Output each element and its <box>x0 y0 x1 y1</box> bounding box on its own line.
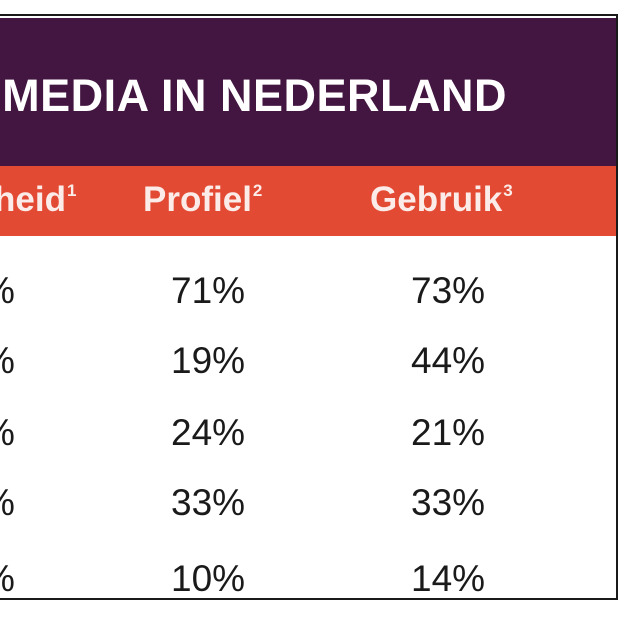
table-cell-gebruik: 21% <box>411 412 486 453</box>
column-header-gebruik: Gebruik3 <box>370 180 513 220</box>
table-cell-profiel: 24% <box>171 412 246 453</box>
table-row: % 33% 33% <box>0 482 616 552</box>
table-cell-col1: % <box>0 482 15 524</box>
table-cell-col1: % <box>0 558 15 598</box>
table-cell-col1: % <box>0 340 15 382</box>
table-cell-gebruik: 33% <box>411 482 486 523</box>
footnote-marker: 2 <box>252 181 263 200</box>
table-cell-profiel: 33% <box>171 482 246 523</box>
table-cell-gebruik: 73% <box>411 270 486 311</box>
table-title: L MEDIA IN NEDERLAND <box>0 70 508 121</box>
table-row: % 24% 21% <box>0 412 616 482</box>
table-cell-col1: % <box>0 412 15 454</box>
table-cell-gebruik: 14% <box>411 558 486 599</box>
table-cell-profiel: 71% <box>171 270 246 311</box>
table-row: % 19% 44% <box>0 340 616 410</box>
table-cell-col1: % <box>0 270 15 312</box>
table-row: % 71% 73% <box>0 270 616 340</box>
table-row: % 10% 14% <box>0 558 616 599</box>
column-header-col1: heid1 <box>0 180 76 220</box>
footnote-marker: 1 <box>66 181 77 200</box>
table-header-row: heid1 Profiel2 Gebruik3 <box>0 166 616 236</box>
table-frame: L MEDIA IN NEDERLAND heid1 Profiel2 Gebr… <box>0 14 618 600</box>
column-header-profiel: Profiel2 <box>143 180 262 220</box>
table-cell-profiel: 10% <box>171 558 246 599</box>
column-header-label: Profiel <box>143 180 252 219</box>
table-cell-profiel: 19% <box>171 340 246 381</box>
column-header-label: heid <box>0 180 66 219</box>
column-header-label: Gebruik <box>370 180 503 219</box>
table-cell-gebruik: 44% <box>411 340 486 381</box>
footnote-marker: 3 <box>503 181 513 200</box>
table-title-bar: L MEDIA IN NEDERLAND <box>0 18 616 166</box>
